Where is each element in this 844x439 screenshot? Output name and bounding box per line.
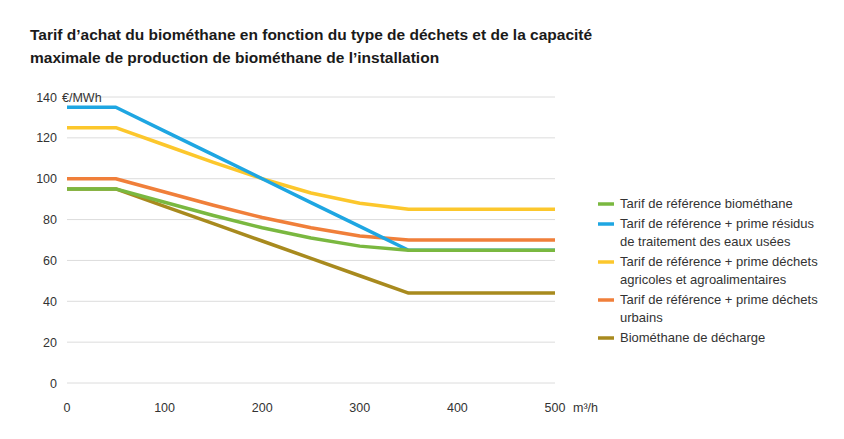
y-tick-label: 120 <box>36 131 57 145</box>
legend-swatch <box>598 336 614 340</box>
grid-line <box>67 342 555 343</box>
y-tick-label: 60 <box>43 254 57 268</box>
y-tick-label: 20 <box>43 336 57 350</box>
legend-label: Tarif de référence + prime résidusde tra… <box>620 216 815 249</box>
legend-label: Tarif de référence + prime déchetsurbain… <box>620 292 818 325</box>
legend-label: Biométhane de décharge <box>620 330 765 345</box>
title: Tarif d’achat du biométhane en fonction … <box>30 26 593 66</box>
x-tick-label: 400 <box>447 401 468 415</box>
grid-line <box>67 301 555 302</box>
legend-swatch <box>598 260 614 264</box>
grid <box>67 97 555 383</box>
legend-label: Tarif de référence + prime déchetsagrico… <box>620 254 818 287</box>
grid-line <box>67 97 555 98</box>
x-tick-label: 300 <box>349 401 370 415</box>
legend-label: Tarif de référence biométhane <box>620 196 793 211</box>
legend: Tarif de référence biométhane Tarif de ré… <box>598 196 818 345</box>
x-tick-label: 100 <box>154 401 175 415</box>
y-tick-label: 0 <box>50 377 57 391</box>
series-line <box>67 107 555 250</box>
legend-swatch <box>598 222 614 226</box>
lines <box>67 107 555 293</box>
x-tick-label: 0 <box>64 401 71 415</box>
x-tick-label: 200 <box>252 401 273 415</box>
series-line <box>67 189 555 250</box>
y-tick-label: 100 <box>36 172 57 186</box>
x-tick-label: 500 <box>545 401 566 415</box>
legend-swatch <box>598 298 614 302</box>
legend-swatch <box>598 202 614 206</box>
y-axis-label: €/MWh <box>62 91 102 105</box>
y-tick-label: 40 <box>43 295 57 309</box>
x-axis-label: m³/h <box>573 401 598 415</box>
chart: Tarif d’achat du biométhane en fonction … <box>0 0 844 439</box>
y-tick-label: 80 <box>43 213 57 227</box>
y-tick-label: 140 <box>36 91 57 105</box>
grid-line <box>67 383 555 384</box>
grid-line <box>67 178 555 179</box>
grid-line <box>67 219 555 220</box>
